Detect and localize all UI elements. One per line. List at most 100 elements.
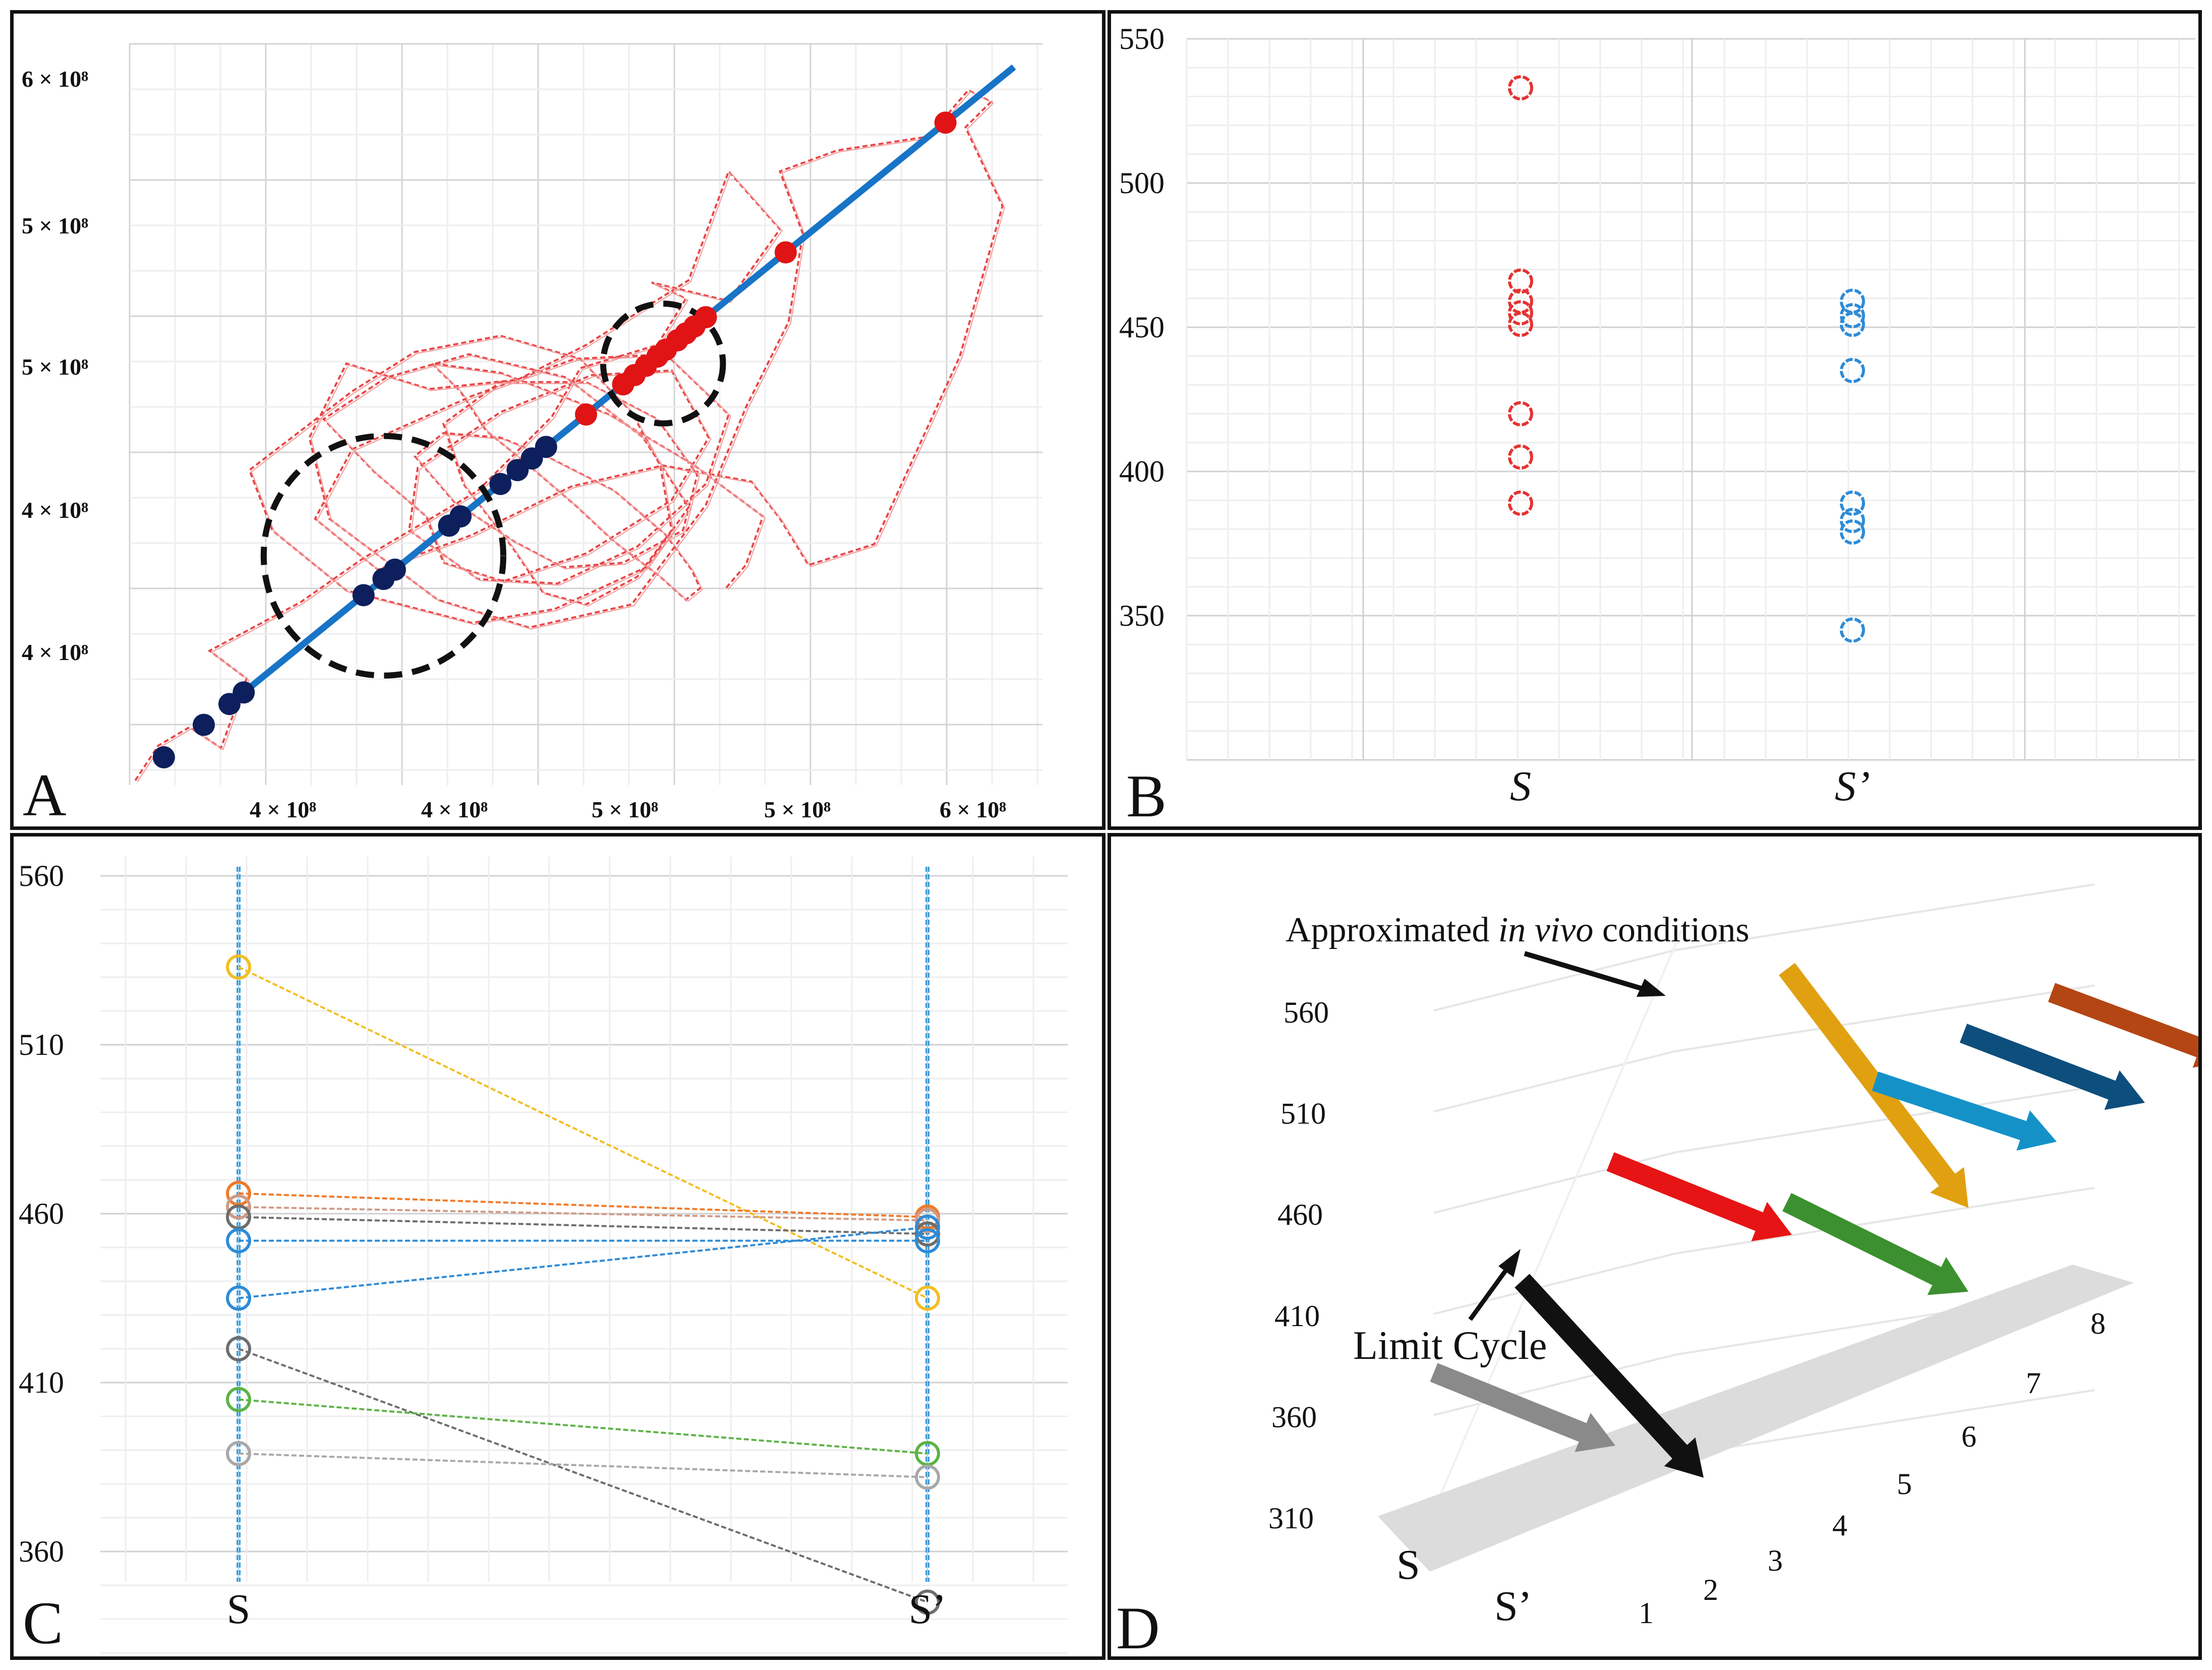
a-blue-point — [232, 681, 255, 704]
panel-letter-c: C — [23, 1589, 63, 1656]
c-category-label: S — [227, 1586, 251, 1633]
a-y-tick-label: 4 × 10⁸ — [22, 497, 88, 523]
d-annotation-italic: in vivo — [1498, 911, 1594, 949]
panel-letter-a: A — [23, 761, 67, 826]
d-z-tick-label: 460 — [1277, 1198, 1323, 1231]
d-arrow — [2048, 983, 2198, 1068]
d-x-category-label: S’ — [1494, 1583, 1532, 1630]
c-point — [915, 1589, 940, 1615]
d-arrow — [1606, 1152, 1792, 1241]
c-point — [226, 1441, 251, 1466]
d-arrow — [1430, 1363, 1615, 1452]
a-x-tick-label: 4 × 10⁸ — [421, 797, 488, 822]
a-dashed-circle — [260, 433, 506, 679]
c-points — [226, 954, 940, 1615]
b-point — [1508, 268, 1533, 294]
panel-b: 350 400 450 500 550 S S’ B — [1108, 10, 2202, 830]
a-x-tick-label: 6 × 10⁸ — [940, 797, 1006, 822]
d-depth-tick-label: 5 — [1897, 1467, 1912, 1501]
c-pair-line — [238, 1452, 928, 1478]
d-z-tick-label: 360 — [1271, 1400, 1317, 1434]
d-annotation-limit-cycle: Limit Cycle — [1353, 1324, 1547, 1368]
c-category-label: S’ — [909, 1586, 947, 1633]
c-point — [226, 1336, 251, 1361]
d-annotation-suffix: conditions — [1593, 911, 1749, 949]
c-y-ticks: 360 410 460 510 560 — [19, 859, 64, 1568]
c-point — [915, 1464, 940, 1490]
a-blue-point — [384, 558, 406, 581]
b-point — [1508, 75, 1533, 101]
b-points — [1508, 75, 1865, 643]
d-grid-line — [1431, 929, 1683, 1516]
a-trajectory-line — [134, 89, 1004, 781]
c-pair-line — [238, 966, 928, 1299]
a-trajectory-line-shadow — [137, 91, 1005, 783]
c-point — [226, 1194, 251, 1220]
a-x-tick-label: 4 × 10⁸ — [250, 797, 316, 822]
b-point — [1508, 490, 1533, 516]
chart-c: 360 410 460 510 560 S S’ C — [19, 857, 1068, 1656]
a-x-ticks: 4 × 10⁸ 4 × 10⁸ 5 × 10⁸ 5 × 10⁸ 6 × 10⁸ — [250, 797, 1006, 822]
c-point — [226, 1285, 251, 1311]
b-point — [1840, 288, 1865, 314]
b-point — [1840, 617, 1865, 643]
panel-c: 360 410 460 510 560 S S’ C — [10, 833, 1105, 1660]
a-dashed-circle — [600, 301, 726, 427]
d-grid-line — [1433, 984, 2095, 1113]
b-point — [1508, 300, 1533, 326]
a-y-tick-label: 4 × 10⁸ — [22, 639, 88, 665]
b-point — [1840, 357, 1865, 383]
c-point — [226, 1228, 251, 1254]
panel-letter-b: B — [1126, 762, 1167, 826]
panel-d: 310 360 410 460 510 560 1 2 3 4 5 6 7 8 S S’ Approxi… — [1108, 833, 2202, 1660]
d-grid-line — [1433, 883, 2095, 1011]
c-series-lines — [238, 966, 928, 1603]
d-depth-tick-label: 7 — [2026, 1366, 2041, 1400]
d-depth-tick-label: 8 — [2090, 1307, 2106, 1340]
c-y-tick-label: 460 — [19, 1197, 64, 1230]
a-blue-point — [449, 505, 472, 528]
a-x-tick-label: 5 × 10⁸ — [764, 797, 831, 822]
d-x-categories: S S’ — [1396, 1541, 1532, 1630]
b-y-tick-label: 400 — [1119, 455, 1165, 488]
c-point — [226, 1387, 251, 1412]
c-point — [915, 1228, 940, 1254]
b-category-label: S — [1510, 763, 1531, 810]
d-annotation-prefix: Approximated — [1286, 911, 1498, 949]
a-grid — [129, 43, 1042, 785]
a-blue-point — [193, 713, 215, 736]
c-pair-line — [238, 1348, 928, 1603]
a-blue-point — [489, 472, 512, 495]
c-y-tick-label: 560 — [19, 859, 64, 892]
a-x-tick-label: 5 × 10⁸ — [592, 797, 658, 822]
b-point — [1840, 519, 1865, 545]
d-x-category-label: S — [1396, 1541, 1420, 1588]
a-trajectory — [134, 89, 1005, 783]
c-pair-line — [238, 1226, 928, 1299]
c-y-tick-label: 360 — [19, 1535, 64, 1568]
c-point — [226, 954, 251, 980]
c-point — [915, 1214, 940, 1240]
c-point — [915, 1221, 940, 1247]
d-depth-tick-label: 4 — [1832, 1509, 1847, 1542]
d-arrow — [1779, 963, 1968, 1208]
b-y-ticks: 350 400 450 500 550 — [1119, 22, 1165, 632]
a-y-tick-label: 6 × 10⁸ — [22, 66, 88, 92]
b-point — [1508, 312, 1533, 337]
d-grid-line — [1433, 1086, 2095, 1214]
a-y-tick-label: 5 × 10⁸ — [22, 213, 88, 238]
a-blue-point — [152, 746, 175, 768]
d-arrow — [1782, 1193, 1968, 1295]
c-pair-line — [238, 1216, 928, 1235]
b-point — [1508, 288, 1533, 314]
d-arrow — [1872, 1071, 2057, 1151]
a-blue-point — [535, 436, 557, 458]
c-pair-line — [238, 1206, 928, 1222]
a-dashed-circles — [260, 301, 726, 679]
d-z-ticks: 310 360 410 460 510 560 — [1268, 996, 1329, 1535]
b-point — [1840, 508, 1865, 533]
chart-b: 350 400 450 500 550 S S’ B — [1119, 22, 2195, 826]
d-annotation-bottom-arrowhead — [1498, 1249, 1521, 1277]
a-red-point — [575, 403, 597, 426]
d-depth-tick-label: 1 — [1639, 1596, 1654, 1630]
